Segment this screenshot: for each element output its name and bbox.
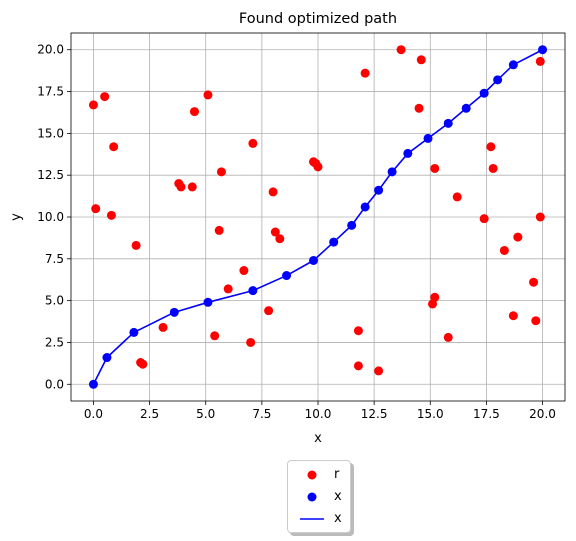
x-point	[169, 307, 179, 317]
x-point	[129, 327, 139, 337]
r-point	[443, 332, 453, 342]
r-point	[248, 138, 258, 148]
r-point	[275, 234, 285, 244]
r-point	[479, 214, 489, 224]
plot-frame	[70, 32, 566, 402]
x-point	[403, 148, 413, 158]
r-point	[513, 232, 523, 242]
r-point	[138, 359, 148, 369]
r-point	[239, 266, 249, 276]
legend-marker-x	[307, 492, 317, 502]
r-point	[214, 225, 224, 235]
x-point	[538, 45, 548, 55]
y-tick-label: 2.5	[45, 335, 64, 349]
x-point	[508, 60, 518, 70]
legend-label-r: r	[334, 467, 340, 482]
r-point	[106, 210, 116, 220]
y-tick-label: 5.0	[45, 294, 64, 308]
r-point	[190, 107, 199, 117]
x-tick-label: 5.0	[196, 407, 215, 421]
x-point	[282, 271, 292, 281]
x-point	[102, 353, 112, 363]
y-tick-label: 15.0	[37, 126, 64, 140]
x-point	[423, 133, 433, 143]
x-tick-label: 2.5	[140, 407, 159, 421]
r-point	[268, 187, 278, 197]
x-point	[374, 185, 384, 195]
x-tick-label: 10.0	[305, 407, 332, 421]
legend-marker-r	[307, 470, 317, 480]
r-point	[396, 45, 406, 55]
y-tick-label: 12.5	[37, 168, 64, 182]
y-tick-label: 7.5	[45, 252, 64, 266]
x-point	[461, 103, 471, 113]
r-point	[313, 162, 323, 172]
r-point	[535, 56, 545, 66]
y-tick-label: 17.5	[37, 85, 64, 99]
legend-line-x	[300, 518, 324, 520]
r-point	[531, 316, 541, 326]
r-point	[508, 311, 518, 321]
x-point	[387, 167, 397, 177]
r-point	[353, 361, 363, 371]
x-tick-label: 0.0	[84, 407, 103, 421]
x-point	[443, 118, 453, 128]
x-point	[88, 379, 98, 389]
legend: r x x	[287, 460, 351, 533]
x-point	[479, 88, 489, 98]
r-point	[360, 68, 370, 78]
r-point	[246, 337, 256, 347]
r-point	[216, 167, 226, 177]
r-point	[529, 277, 539, 287]
r-point	[131, 240, 141, 250]
y-tick-label: 0.0	[45, 377, 64, 391]
x-point	[360, 202, 370, 212]
x-tick-label: 7.5	[252, 407, 271, 421]
r-point	[100, 92, 110, 102]
r-point	[374, 366, 384, 376]
r-point	[210, 331, 220, 341]
r-point	[486, 142, 496, 152]
x-axis-label: x	[314, 431, 322, 446]
y-tick-label: 10.0	[37, 210, 64, 224]
r-point	[416, 55, 426, 65]
r-point	[353, 326, 363, 336]
x-tick-label: 12.5	[361, 407, 388, 421]
x-point	[248, 286, 258, 296]
r-point	[414, 103, 424, 113]
legend-item-x-points: x	[288, 487, 350, 507]
x-point	[309, 255, 319, 265]
r-point	[176, 182, 186, 192]
r-point	[158, 322, 168, 332]
x-point	[203, 297, 213, 307]
r-point	[430, 163, 440, 173]
x-point	[493, 75, 503, 85]
r-point	[270, 227, 280, 237]
r-point	[452, 192, 462, 202]
x-tick-label: 15.0	[417, 407, 444, 421]
x-point	[329, 237, 339, 247]
r-point	[203, 90, 213, 100]
chart-title: Found optimized path	[239, 11, 397, 27]
r-point	[499, 245, 509, 255]
r-point	[430, 292, 440, 302]
r-point	[88, 100, 98, 110]
r-point	[91, 204, 101, 214]
r-point	[223, 284, 233, 294]
legend-item-r: r	[288, 465, 350, 485]
r-point	[488, 163, 498, 173]
legend-label-x-points: x	[334, 489, 342, 504]
r-point	[535, 212, 545, 222]
y-tick-label: 20.0	[37, 43, 64, 57]
legend-label-x-line: x	[334, 511, 342, 526]
x-tick-label: 20.0	[529, 407, 556, 421]
r-point	[109, 142, 119, 152]
x-tick-label: 17.5	[473, 407, 500, 421]
x-point	[347, 220, 357, 230]
r-point	[264, 306, 274, 316]
legend-item-x-line: x	[288, 509, 350, 529]
r-point	[187, 182, 197, 192]
y-axis-label: y	[9, 213, 24, 221]
